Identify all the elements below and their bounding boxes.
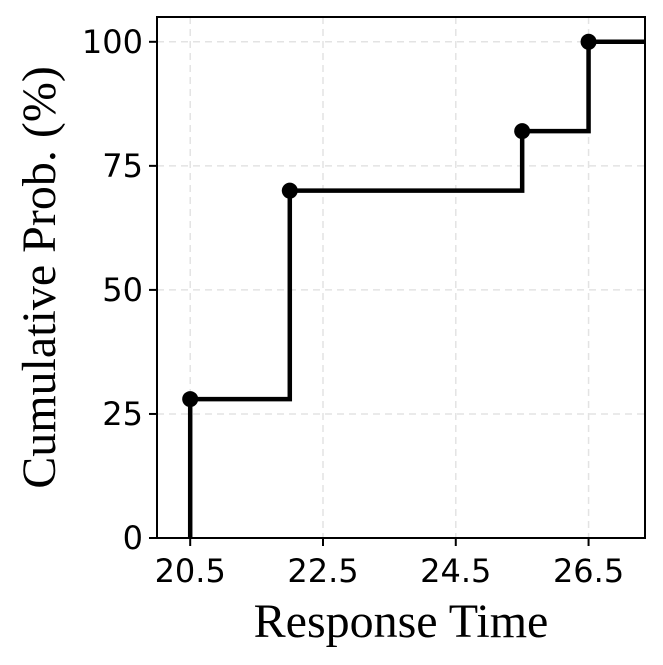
data-point (514, 123, 531, 140)
y-tick-label: 100 (82, 23, 143, 61)
grid-lines (157, 17, 645, 539)
y-tick-label: 50 (102, 271, 143, 309)
x-tick-label: 26.5 (553, 552, 624, 590)
step-line (187, 39, 645, 538)
y-ticks: 0 25 50 75 100 (82, 23, 157, 557)
x-axis-title: Response Time (254, 595, 549, 648)
x-ticks: 20.5 22.5 24.5 26.5 (155, 538, 624, 590)
data-point (281, 182, 298, 199)
data-point (580, 33, 597, 50)
x-tick-label: 24.5 (420, 552, 491, 590)
y-axis-title: Cumulative Prob. (%) (13, 66, 66, 489)
data-point (182, 391, 199, 408)
x-tick-label: 22.5 (287, 552, 358, 590)
y-tick-label: 0 (123, 519, 143, 557)
x-tick-label: 20.5 (155, 552, 226, 590)
y-tick-label: 25 (102, 395, 143, 433)
y-tick-label: 75 (102, 147, 143, 185)
plot-frame (156, 16, 646, 539)
series-line (182, 33, 645, 538)
